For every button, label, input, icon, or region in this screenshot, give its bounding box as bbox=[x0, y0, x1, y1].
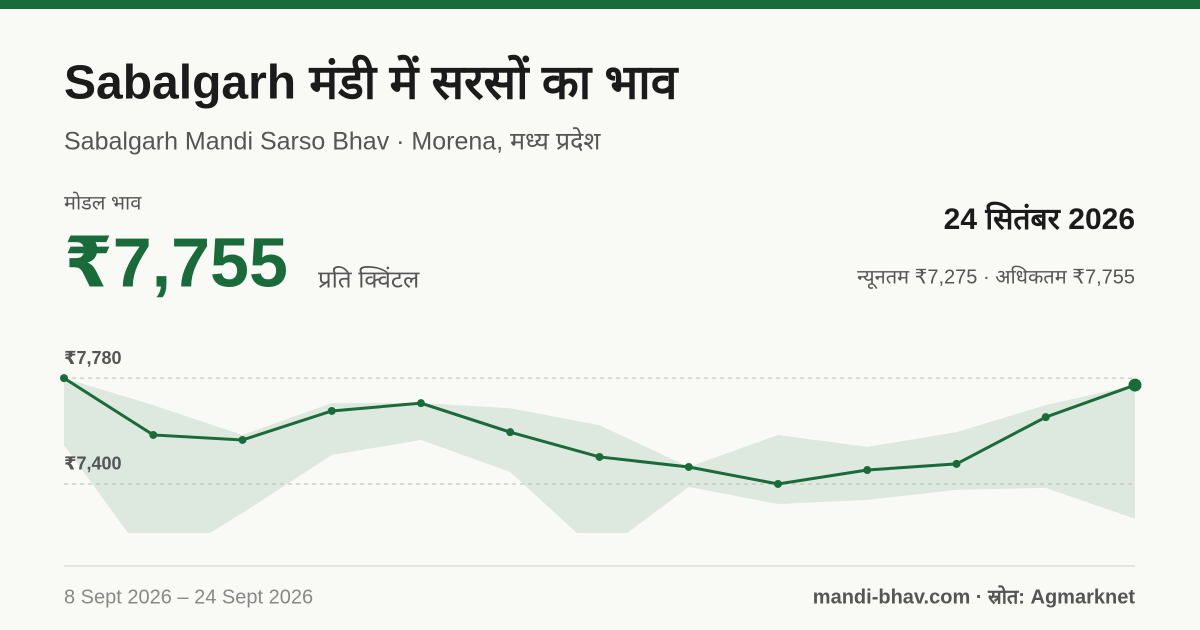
title: Sabalgarh मंडी में सरसों का भाव bbox=[64, 55, 680, 110]
point bbox=[238, 435, 247, 444]
point bbox=[595, 452, 604, 461]
point bbox=[1128, 378, 1142, 392]
date: 24 सितंबर 2026 bbox=[944, 201, 1135, 236]
point bbox=[774, 479, 782, 488]
point bbox=[863, 466, 872, 475]
point bbox=[684, 462, 693, 471]
subtitle: Sabalgarh Mandi Sarso Bhav · Morena, मध्… bbox=[64, 127, 601, 156]
source: mandi-bhav.com · स्रोत: Agmarknet bbox=[813, 584, 1136, 608]
min-max: न्यूनतम ₹7,275 · अधिकतम ₹7,755 bbox=[857, 265, 1135, 289]
point bbox=[952, 459, 961, 468]
point bbox=[327, 406, 336, 415]
point bbox=[417, 399, 425, 408]
price: ₹7,755 bbox=[64, 223, 288, 301]
point bbox=[60, 374, 68, 383]
point bbox=[506, 428, 515, 437]
date-range: 8 Sept 2026 – 24 Sept 2026 bbox=[64, 586, 313, 608]
price-label: मोडल भाव bbox=[64, 191, 142, 214]
top-bar bbox=[0, 0, 1200, 9]
price-unit: प्रति क्विंटल bbox=[318, 265, 420, 293]
point bbox=[1041, 413, 1050, 422]
y-tick-label: ₹7,400 bbox=[64, 454, 122, 474]
y-tick-label: ₹7,780 bbox=[64, 348, 122, 368]
point bbox=[149, 430, 158, 439]
